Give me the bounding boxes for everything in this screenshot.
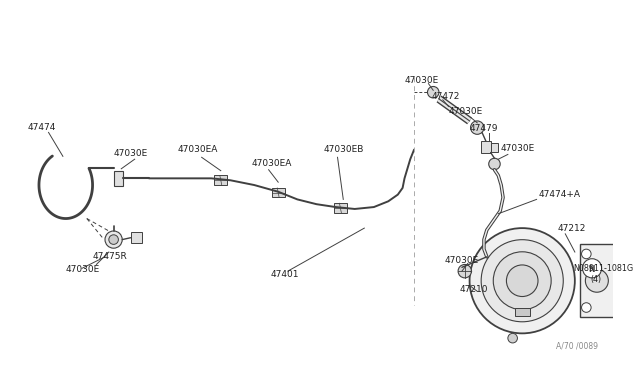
- Circle shape: [508, 333, 517, 343]
- Circle shape: [582, 259, 602, 278]
- Text: 47030E: 47030E: [500, 144, 534, 153]
- Bar: [214, 176, 227, 185]
- Text: (4): (4): [590, 275, 601, 284]
- Circle shape: [506, 265, 538, 296]
- Circle shape: [489, 158, 500, 170]
- Circle shape: [586, 269, 609, 292]
- Text: 47030EB: 47030EB: [323, 145, 364, 154]
- Circle shape: [481, 240, 563, 322]
- Text: 47030E: 47030E: [449, 107, 483, 116]
- Circle shape: [582, 303, 591, 312]
- Circle shape: [109, 235, 118, 244]
- Text: 47030E: 47030E: [404, 76, 439, 85]
- Circle shape: [582, 249, 591, 259]
- Text: 47479: 47479: [470, 124, 498, 133]
- Text: 47474+A: 47474+A: [538, 190, 580, 199]
- Text: N08911-1081G: N08911-1081G: [573, 264, 633, 273]
- Text: 47475R: 47475R: [93, 252, 127, 261]
- Text: 47030EA: 47030EA: [178, 145, 218, 154]
- Bar: [131, 232, 142, 243]
- Circle shape: [428, 86, 439, 98]
- Text: 47030E: 47030E: [114, 149, 148, 158]
- Bar: [491, 143, 499, 151]
- Text: 47212: 47212: [557, 224, 586, 232]
- Text: 47472: 47472: [431, 92, 460, 100]
- Text: 47030EA: 47030EA: [252, 158, 292, 167]
- Text: 47210: 47210: [460, 285, 488, 294]
- Text: 47030E: 47030E: [66, 265, 100, 274]
- Text: 47474: 47474: [28, 123, 56, 132]
- Text: 47401: 47401: [271, 270, 299, 279]
- Bar: [481, 141, 491, 153]
- Bar: [333, 203, 347, 213]
- Bar: [271, 188, 285, 198]
- Text: A/70 /0089: A/70 /0089: [556, 341, 598, 350]
- Circle shape: [615, 303, 625, 312]
- Circle shape: [105, 231, 122, 248]
- Circle shape: [470, 228, 575, 333]
- Text: 47030E: 47030E: [445, 256, 479, 265]
- Circle shape: [493, 252, 551, 310]
- Bar: [114, 171, 123, 186]
- Bar: [515, 308, 530, 316]
- Text: N: N: [588, 265, 595, 274]
- Bar: [580, 244, 620, 317]
- Circle shape: [470, 121, 484, 134]
- Circle shape: [458, 264, 472, 278]
- Circle shape: [615, 249, 625, 259]
